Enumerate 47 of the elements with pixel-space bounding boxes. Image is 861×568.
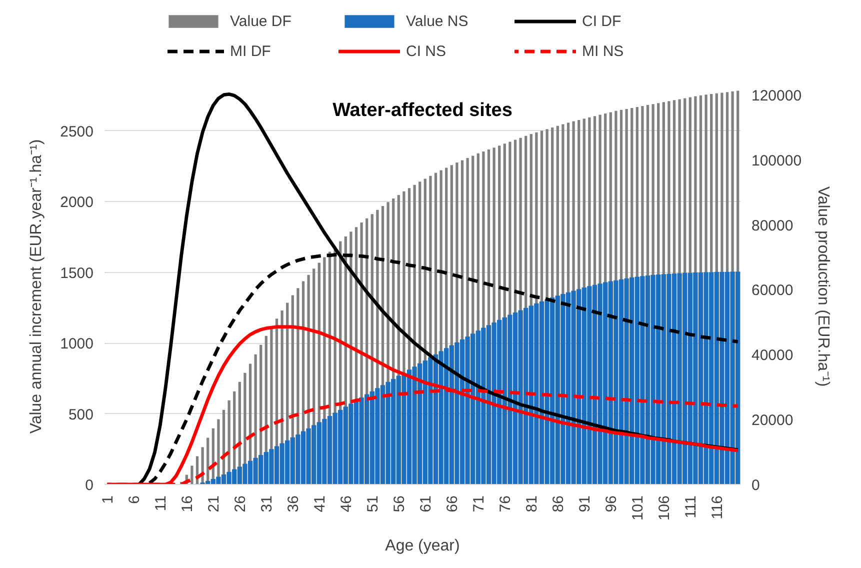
- y-tick-label: 0: [85, 477, 94, 494]
- y-tick-label: 2500: [60, 123, 94, 140]
- x-tick-label: 1: [100, 496, 117, 504]
- x-tick-label: 46: [338, 495, 356, 512]
- y-tick-label: 1500: [60, 264, 94, 282]
- x-tick-label: 81: [524, 495, 541, 512]
- x-tick-label: 66: [444, 495, 462, 512]
- x-tick-label: 106: [656, 495, 674, 521]
- x-tick-label: 86: [550, 495, 568, 512]
- x-tick-label: 11: [152, 495, 170, 512]
- x-tick-label: 6: [126, 496, 144, 504]
- y2-tick-label: 120000: [752, 87, 802, 104]
- legend-label: Value DF: [230, 12, 292, 32]
- y-tick-label: 500: [68, 406, 94, 424]
- x-tick-label: 56: [391, 495, 408, 512]
- x-tick-label: 41: [312, 495, 329, 512]
- x-tick-label: 21: [206, 495, 223, 512]
- y2-tick-label: 100000: [752, 152, 802, 170]
- y2-tick-label: 40000: [752, 347, 794, 364]
- x-tick-label: 71: [470, 495, 488, 512]
- text: Water-affected sites: [332, 100, 512, 121]
- y2-axis-title: Value production (EUR.ha⁻¹): [814, 186, 832, 387]
- legend-label: CI NS: [406, 42, 448, 62]
- x-tick-label: 116: [709, 495, 726, 520]
- y2-tick-label: 20000: [752, 412, 794, 430]
- legend-label: CI DF: [582, 12, 622, 32]
- x-tick-label: 36: [285, 495, 302, 512]
- legend-label: Value NS: [406, 12, 470, 32]
- x-tick-label: 31: [258, 495, 276, 512]
- x-tick-label: 51: [364, 495, 382, 512]
- y2-tick-label: 60000: [752, 282, 794, 300]
- x-tick-label: 76: [497, 495, 514, 512]
- legend-label: MI DF: [230, 42, 272, 62]
- y2-tick-label: 80000: [752, 217, 794, 234]
- x-tick-label: 96: [603, 495, 620, 512]
- legend-label: MI NS: [582, 42, 625, 62]
- x-axis-title: Age (year): [385, 538, 460, 555]
- y-tick-label: 1000: [60, 336, 94, 353]
- y-tick-label: 2000: [60, 194, 94, 212]
- x-tick-label: 91: [576, 495, 594, 512]
- x-tick-label: 101: [630, 495, 647, 521]
- x-tick-label: 111: [682, 495, 700, 518]
- y2-tick-label: 0: [752, 477, 760, 494]
- y-axis-title: Value annual increment (EUR.year⁻¹.ha⁻¹): [28, 139, 46, 434]
- x-tick-label: 26: [232, 495, 250, 512]
- x-tick-label: 61: [418, 495, 435, 512]
- x-tick-label: 16: [179, 495, 196, 512]
